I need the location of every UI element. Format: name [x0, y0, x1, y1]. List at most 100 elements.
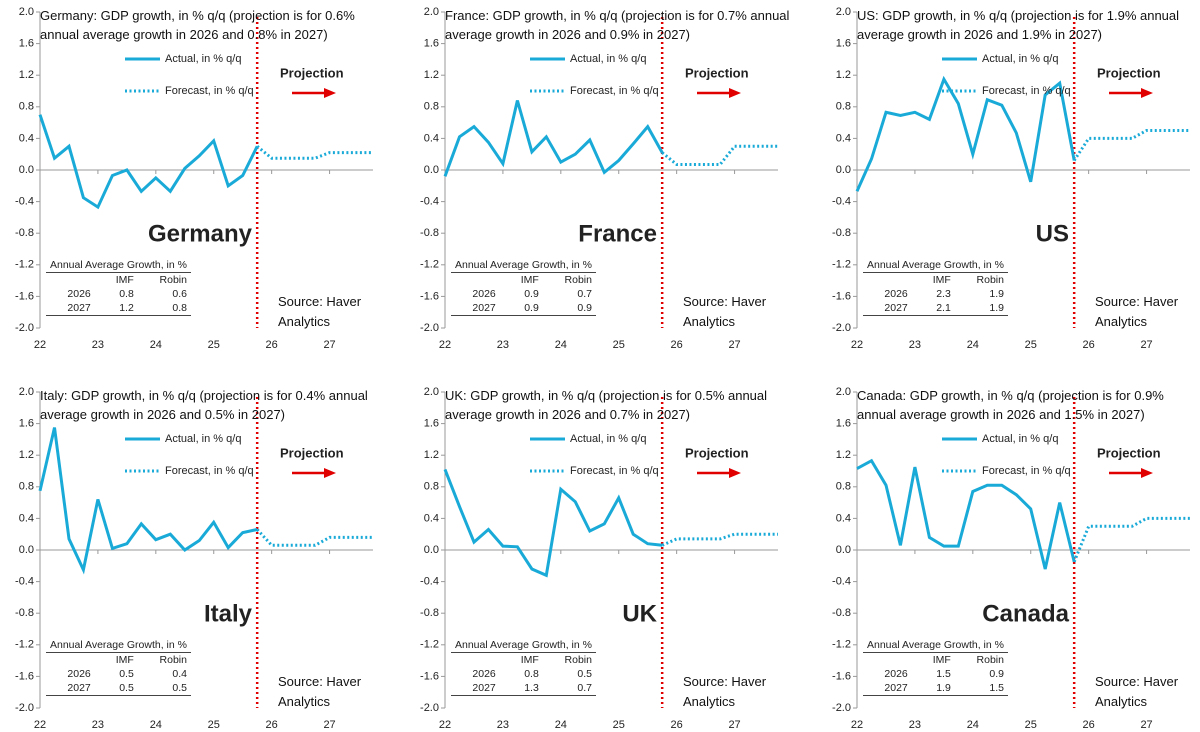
- table-title: Annual Average Growth, in %: [451, 258, 596, 273]
- table-cell: 1.2: [94, 301, 138, 316]
- table-header: Robin: [976, 274, 1004, 286]
- y-tick-label: 2.0: [424, 386, 439, 398]
- table-cell: 2026: [472, 288, 496, 300]
- table-corner: [863, 653, 912, 668]
- x-tick-label: 24: [967, 339, 979, 351]
- x-tick-label: 27: [728, 719, 740, 731]
- y-tick-label: -1.2: [832, 259, 851, 271]
- y-tick-label: -1.2: [15, 639, 34, 651]
- table-cell: 2.1: [911, 301, 955, 316]
- y-tick-label: -0.8: [832, 607, 851, 619]
- source-note: Source: Haver Analytics: [1095, 294, 1179, 329]
- table-header-row: IMF Robin: [451, 653, 596, 668]
- chart: -2.0-1.6-1.2-0.8-0.40.00.40.81.21.62.022…: [420, 6, 778, 351]
- series-line: [1072, 129, 1190, 162]
- y-tick-label: 1.6: [424, 418, 439, 430]
- x-tick-label: 25: [208, 339, 220, 351]
- table-cell: 0.5: [577, 668, 592, 680]
- table-header: IMF: [932, 274, 951, 286]
- legend-label: Forecast, in % q/q: [165, 465, 254, 477]
- y-tick-label: 1.6: [19, 418, 34, 430]
- y-tick-label: 0.4: [424, 132, 439, 144]
- x-tick-label: 25: [1025, 719, 1037, 731]
- chart: -2.0-1.6-1.2-0.8-0.40.00.40.81.21.62.022…: [832, 6, 1190, 351]
- table-row: 2026 0.5 0.4: [46, 667, 191, 681]
- legend-label: Actual, in % q/q: [570, 53, 646, 65]
- y-tick-label: 0.0: [836, 164, 851, 176]
- table-cell: 2027: [451, 301, 500, 316]
- y-tick-label: 1.2: [836, 69, 851, 81]
- x-tick-label: 22: [439, 719, 451, 731]
- y-tick-label: 0.8: [19, 101, 34, 113]
- table-header: IMF: [115, 274, 134, 286]
- table-cell: 2026: [67, 668, 91, 680]
- legend-label: Actual, in % q/q: [165, 53, 241, 65]
- chart-title: Germany: GDP growth, in % q/q (projectio…: [40, 8, 355, 42]
- table-cell: 0.5: [137, 681, 191, 696]
- y-tick-label: 1.2: [836, 449, 851, 461]
- y-tick-label: 2.0: [424, 6, 439, 18]
- table-title: Annual Average Growth, in %: [46, 258, 191, 273]
- table-cell: 2027: [46, 301, 95, 316]
- x-tick-label: 26: [266, 339, 278, 351]
- table-caption-row: Annual Average Growth, in %: [863, 258, 1008, 273]
- y-tick-label: -0.4: [15, 196, 34, 208]
- y-tick-label: 0.8: [424, 101, 439, 113]
- chart-panel: -2.0 -1.6 -1.2 -0.8 -0.4 0.0 0.4 0.8 1.2 1.6 2.0 22…: [405, 0, 790, 352]
- y-tick-label: 0.0: [424, 544, 439, 556]
- table-title: Annual Average Growth, in %: [46, 638, 191, 653]
- table-row: 2027 2.1 1.9: [863, 301, 1008, 316]
- chart-title: UK: GDP growth, in % q/q (projection is …: [445, 388, 768, 422]
- table-cell: 2026: [67, 288, 91, 300]
- table-cell: 2.3: [936, 288, 951, 300]
- y-tick-label: -1.6: [420, 670, 439, 682]
- y-tick-label: -2.0: [832, 702, 851, 714]
- y-tick-label: 0.4: [19, 512, 34, 524]
- legend-label: Actual, in % q/q: [570, 433, 646, 445]
- table-cell: 0.9: [542, 301, 596, 316]
- y-tick-label: 1.6: [836, 418, 851, 430]
- x-tick-label: 25: [613, 719, 625, 731]
- y-tick-label: -0.8: [15, 227, 34, 239]
- legend-label: Actual, in % q/q: [165, 433, 241, 445]
- y-tick-label: 1.2: [424, 449, 439, 461]
- country-label: Canada: [982, 600, 1069, 627]
- table-caption-row: Annual Average Growth, in %: [451, 638, 596, 653]
- y-tick-label: -0.4: [420, 196, 439, 208]
- table-row: 2026 0.8 0.5: [451, 667, 596, 681]
- table-caption-row: Annual Average Growth, in %: [46, 638, 191, 653]
- table-cell: 2026: [884, 668, 908, 680]
- x-tick-label: 24: [150, 719, 162, 731]
- table-row: 2026 0.9 0.7: [451, 287, 596, 301]
- table-cell: 0.8: [119, 288, 134, 300]
- table-corner: [451, 653, 500, 668]
- table-header: IMF: [115, 654, 134, 666]
- series-line: [855, 75, 1076, 192]
- y-tick-label: -1.2: [420, 639, 439, 651]
- table-caption-row: Annual Average Growth, in %: [46, 258, 191, 273]
- projection-arrowhead: [324, 468, 336, 478]
- x-tick-label: 27: [728, 339, 740, 351]
- country-label: US: [1036, 220, 1069, 247]
- y-tick-label: 1.6: [424, 38, 439, 50]
- chart-title: France: GDP growth, in % q/q (projection…: [445, 8, 790, 42]
- table-cell: 1.3: [499, 681, 543, 696]
- x-tick-label: 24: [967, 719, 979, 731]
- table-cell: 1.9: [989, 288, 1004, 300]
- source-note: Source: Haver Analytics: [683, 674, 767, 709]
- y-tick-label: -1.2: [15, 259, 34, 271]
- x-tick-label: 27: [1140, 719, 1152, 731]
- table-cell: 1.5: [954, 681, 1008, 696]
- y-tick-label: -1.6: [832, 290, 851, 302]
- table-corner: [46, 653, 95, 668]
- table-cell: 2026: [472, 668, 496, 680]
- y-tick-label: 0.0: [424, 164, 439, 176]
- chart: -2.0-1.6-1.2-0.8-0.40.00.40.81.21.62.022…: [15, 6, 373, 351]
- table-header-row: IMF Robin: [46, 653, 191, 668]
- table-cell: 0.8: [524, 668, 539, 680]
- table-header: Robin: [159, 654, 187, 666]
- table-caption-row: Annual Average Growth, in %: [863, 638, 1008, 653]
- x-tick-label: 25: [613, 339, 625, 351]
- table-header: Robin: [564, 654, 592, 666]
